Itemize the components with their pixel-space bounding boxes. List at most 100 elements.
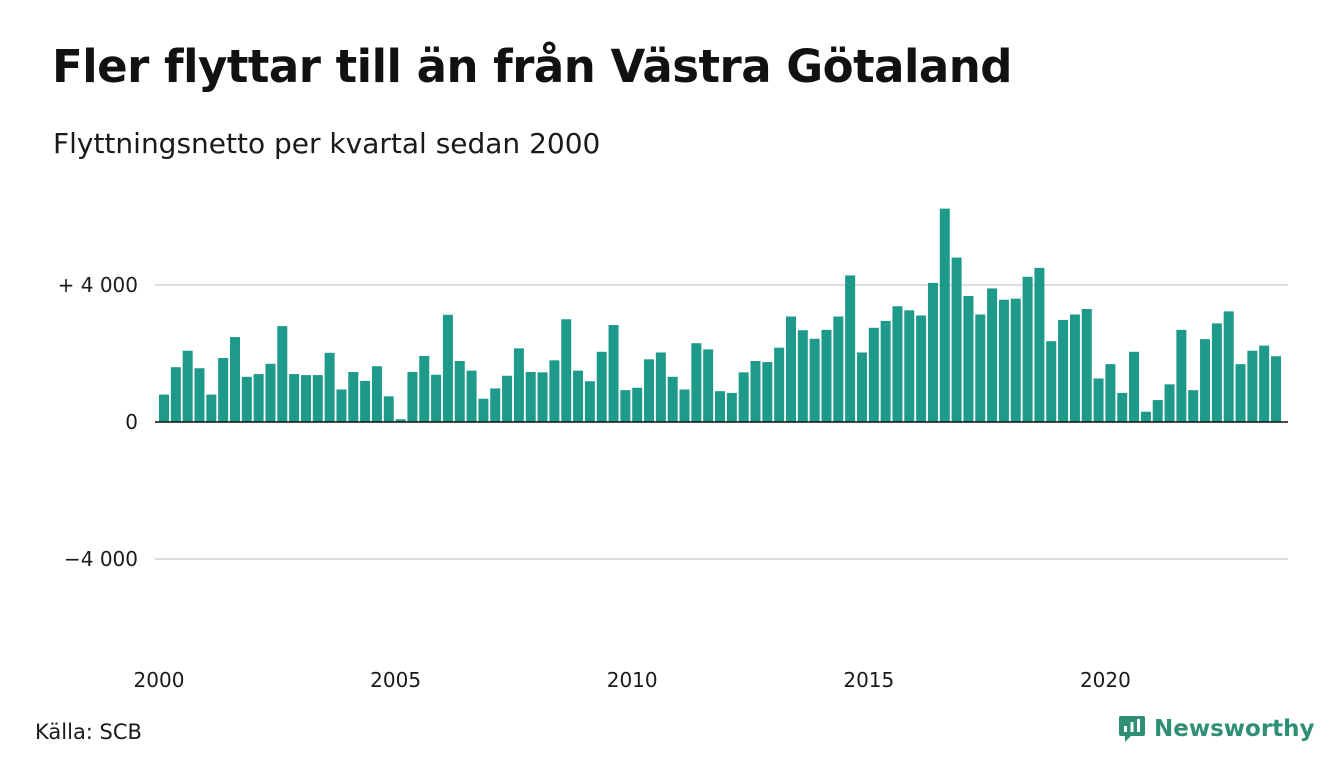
bar	[620, 390, 631, 422]
bar	[691, 343, 702, 422]
bar	[939, 208, 950, 422]
y-tick-label: 0	[125, 410, 138, 434]
bar	[466, 370, 477, 423]
bar	[513, 348, 524, 422]
bar	[632, 387, 643, 422]
bar	[502, 375, 513, 422]
bar	[407, 372, 418, 422]
bar	[667, 376, 678, 422]
brand-name: Newsworthy	[1154, 716, 1315, 742]
bar	[336, 389, 347, 422]
bar	[726, 392, 737, 422]
bar	[170, 367, 181, 422]
bar	[1046, 341, 1057, 422]
source-note: Källa: SCB	[35, 720, 142, 744]
bar	[324, 352, 335, 422]
bar	[360, 380, 371, 422]
bar	[395, 419, 406, 422]
bar	[1271, 356, 1282, 422]
bar	[856, 352, 867, 422]
bar	[253, 374, 264, 422]
bar	[975, 314, 986, 422]
bar	[277, 326, 288, 422]
bar	[584, 381, 595, 422]
bar	[679, 389, 690, 422]
bar	[431, 374, 442, 422]
bar	[182, 350, 193, 422]
bar	[1259, 345, 1270, 422]
bar	[561, 319, 572, 422]
bar	[1152, 400, 1163, 422]
axes: + 4 000 0 −4 000 2000 2005 2010 2015 2020	[58, 273, 1288, 692]
bar	[1164, 384, 1175, 422]
bar	[1188, 390, 1199, 422]
bar	[1034, 267, 1045, 423]
bar	[1022, 276, 1033, 422]
bar	[1117, 392, 1128, 422]
bar	[809, 338, 820, 422]
bar	[880, 320, 891, 422]
bar	[927, 282, 938, 422]
bar	[738, 372, 749, 422]
bar	[892, 306, 903, 422]
bar	[241, 376, 252, 422]
bar	[868, 327, 879, 422]
bar	[821, 329, 832, 422]
bar	[963, 295, 974, 422]
bar	[229, 337, 240, 422]
bar	[797, 330, 808, 422]
bar	[1105, 364, 1116, 422]
bar	[1235, 364, 1246, 422]
bar	[750, 361, 761, 422]
bar	[1247, 350, 1258, 422]
gridlines	[155, 284, 1288, 560]
bar	[1081, 308, 1092, 422]
bar	[703, 349, 714, 422]
bar	[537, 372, 548, 422]
bar	[1129, 351, 1140, 422]
bar	[490, 388, 501, 422]
x-tick-label: 2000	[134, 668, 185, 692]
newsworthy-logo[interactable]: Newsworthy	[1118, 714, 1315, 744]
bar	[218, 357, 229, 422]
bar	[265, 363, 276, 422]
y-tick-label: −4 000	[64, 547, 138, 571]
bar	[1176, 329, 1187, 422]
bar	[573, 370, 584, 423]
y-tick-label: + 4 000	[58, 273, 138, 297]
bar	[916, 315, 927, 422]
bar	[608, 325, 619, 422]
chart-title: Fler flyttar till än från Västra Götalan…	[52, 40, 1013, 93]
bar	[549, 360, 560, 422]
bar	[1093, 378, 1104, 422]
bar	[1140, 411, 1151, 422]
bar	[383, 396, 394, 422]
bar	[289, 374, 300, 422]
x-tick-label: 2010	[607, 668, 658, 692]
newsworthy-chart-bubble-icon	[1119, 716, 1145, 742]
bar	[762, 362, 773, 422]
bars	[159, 208, 1282, 423]
bar	[1223, 311, 1234, 422]
bar	[159, 394, 169, 422]
bar	[1211, 323, 1222, 422]
bar	[644, 359, 655, 422]
bar	[596, 351, 607, 422]
x-tick-label: 2015	[843, 668, 894, 692]
bar	[987, 288, 998, 422]
bar	[419, 355, 430, 422]
bar	[785, 316, 796, 422]
bar	[715, 391, 726, 422]
bar	[1200, 339, 1211, 422]
bar	[525, 372, 536, 422]
bar	[442, 314, 453, 422]
bar	[454, 361, 465, 422]
bar	[1069, 314, 1080, 422]
bar	[1058, 319, 1069, 422]
bar	[371, 366, 382, 422]
bar	[300, 375, 311, 422]
x-tick-label: 2005	[370, 668, 421, 692]
bar	[655, 352, 666, 422]
bar	[998, 299, 1009, 422]
bar	[904, 310, 915, 422]
